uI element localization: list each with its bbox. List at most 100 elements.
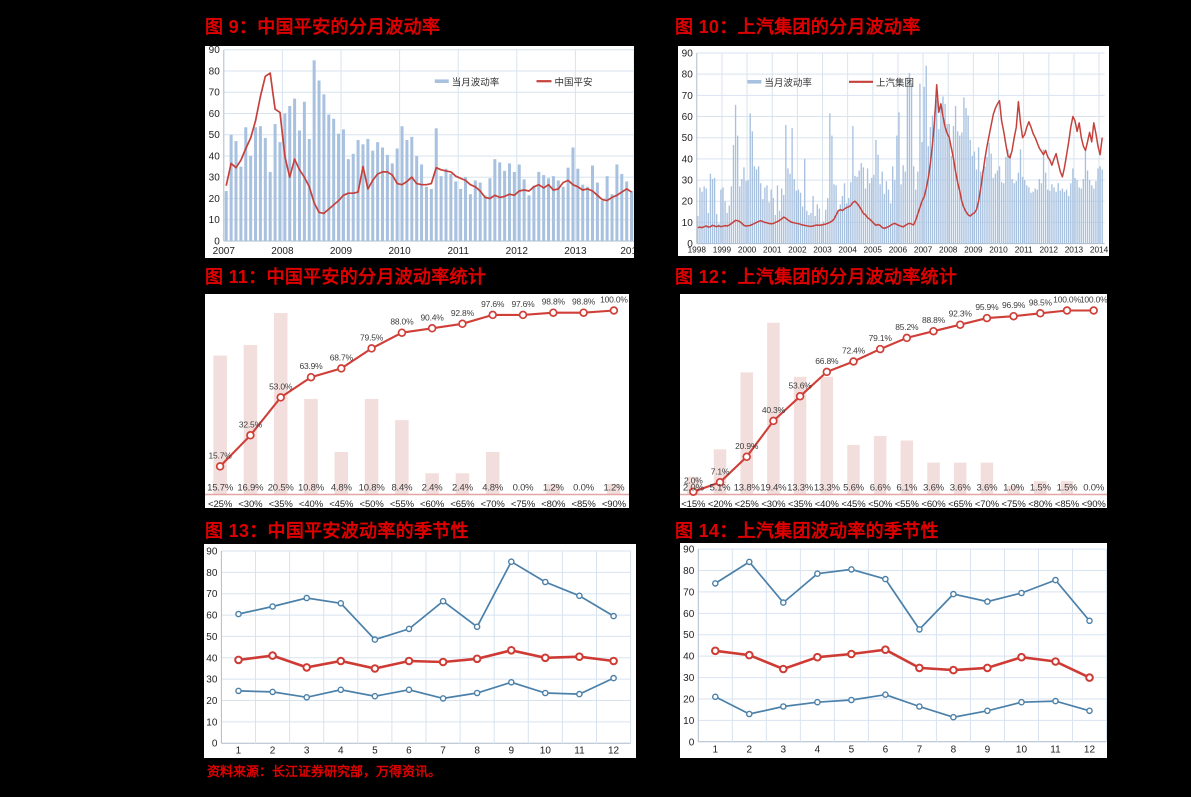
- svg-text:30: 30: [683, 673, 695, 684]
- frequency-bar: [873, 436, 887, 495]
- volatility-bar: [816, 204, 818, 244]
- cumulative-marker: [397, 328, 407, 337]
- volatility-bar: [337, 133, 341, 241]
- volatility-bar: [234, 141, 238, 241]
- svg-text:8: 8: [474, 746, 480, 757]
- volatility-bar: [766, 185, 768, 244]
- svg-text:2011: 2011: [447, 246, 469, 257]
- figure-14-plot: [697, 548, 1107, 743]
- figure-12-panel: 2.0% 7.1% 20.9% 40.3% 53.6% 66.8% 72.4% 79.1% 85…: [680, 294, 1107, 508]
- cumulative-label: 100.0%: [1080, 295, 1107, 305]
- volatility-bar: [697, 216, 699, 244]
- data-point-marker: [814, 698, 821, 706]
- data-point-marker: [712, 580, 719, 587]
- cumulative-marker: [518, 310, 528, 320]
- data-point-marker: [745, 650, 754, 660]
- volatility-bar: [498, 162, 502, 241]
- frequency-label: 15.7%: [207, 483, 234, 494]
- svg-text:10: 10: [682, 218, 694, 229]
- volatility-bar: [415, 155, 419, 241]
- volatility-bar: [390, 163, 394, 241]
- volatility-bar: [969, 139, 971, 244]
- frequency-label: 3.6%: [923, 483, 945, 494]
- svg-text:2011: 2011: [1015, 245, 1033, 255]
- volatility-bar: [829, 113, 831, 244]
- volatility-bar: [1047, 189, 1049, 244]
- svg-text:2000: 2000: [738, 245, 757, 255]
- data-point-marker: [576, 592, 583, 600]
- svg-text:2010: 2010: [989, 245, 1008, 255]
- svg-text:90: 90: [683, 545, 695, 556]
- frequency-label: 16.9%: [237, 483, 264, 494]
- svg-text:2013: 2013: [1065, 245, 1084, 255]
- volatility-bar: [1026, 185, 1028, 244]
- volatility-bar: [724, 201, 726, 244]
- volatility-bar: [709, 173, 712, 244]
- figure-9-plot: [223, 49, 634, 242]
- cumulative-marker: [929, 326, 938, 336]
- svg-text:2008: 2008: [271, 246, 294, 257]
- svg-text:30: 30: [682, 176, 694, 187]
- volatility-bar: [625, 181, 629, 241]
- cumulative-label: 7.1%: [711, 466, 730, 476]
- frequency-label: 1.5%: [1057, 483, 1079, 494]
- svg-text:4: 4: [815, 744, 821, 755]
- volatility-bar: [1034, 188, 1036, 244]
- legend-label: 中国平安: [555, 77, 593, 89]
- frequency-bar: [793, 376, 807, 495]
- volatility-bar: [517, 164, 521, 241]
- frequency-label: 10.8%: [359, 483, 386, 494]
- svg-text:90: 90: [209, 46, 221, 56]
- cumulative-label: 72.4%: [842, 346, 866, 356]
- cumulative-label: 100.0%: [600, 295, 628, 305]
- volatility-bar: [994, 173, 997, 244]
- data-point-marker: [303, 693, 310, 701]
- svg-text:1998: 1998: [688, 245, 707, 255]
- volatility-bar: [793, 179, 795, 244]
- volatility-bar: [927, 146, 929, 244]
- frequency-label: 8.4%: [391, 483, 413, 494]
- figure-12-markers: [689, 306, 1098, 496]
- frequency-label: 4.8%: [331, 483, 353, 494]
- svg-text:6: 6: [406, 746, 412, 757]
- data-point-marker: [507, 678, 515, 686]
- svg-text:10: 10: [683, 716, 695, 727]
- frequency-bar: [767, 322, 780, 495]
- volatility-bar: [791, 128, 793, 244]
- volatility-bar: [747, 180, 749, 244]
- volatility-bar: [998, 166, 1001, 244]
- cumulative-label: 79.1%: [869, 333, 893, 343]
- volatility-bar: [806, 210, 808, 244]
- svg-text:20: 20: [206, 696, 218, 707]
- svg-text:50: 50: [206, 632, 218, 643]
- volatility-bar: [1038, 179, 1041, 244]
- volatility-bar: [542, 175, 546, 241]
- volatility-bar: [812, 195, 814, 244]
- volatility-bar: [940, 104, 942, 244]
- volatility-bar: [760, 183, 762, 244]
- volatility-bar: [925, 65, 927, 244]
- cumulative-marker: [769, 416, 778, 426]
- frequency-bar: [927, 462, 940, 495]
- data-point-marker: [1018, 698, 1025, 706]
- volatility-bar: [734, 104, 737, 244]
- volatility-bar: [961, 132, 963, 244]
- frequency-bar: [953, 462, 967, 495]
- volatility-bar: [736, 135, 739, 244]
- legend-label: 上汽集团: [876, 77, 914, 89]
- volatility-bar: [1000, 182, 1003, 244]
- volatility-bar: [856, 176, 858, 244]
- volatility-bar: [1028, 187, 1030, 244]
- volatility-bar: [615, 164, 619, 241]
- figure-10-title: 图 10：上汽集团的分月波动率: [675, 17, 921, 37]
- volatility-bar: [977, 147, 980, 244]
- volatility-bar: [757, 166, 760, 244]
- volatility-bar: [244, 127, 248, 241]
- svg-text:30: 30: [206, 675, 218, 686]
- volatility-bar: [600, 200, 604, 241]
- legend-label: 当月波动率: [452, 77, 500, 89]
- data-point-marker: [746, 710, 753, 718]
- volatility-bar: [716, 213, 718, 244]
- data-point-marker: [983, 663, 992, 673]
